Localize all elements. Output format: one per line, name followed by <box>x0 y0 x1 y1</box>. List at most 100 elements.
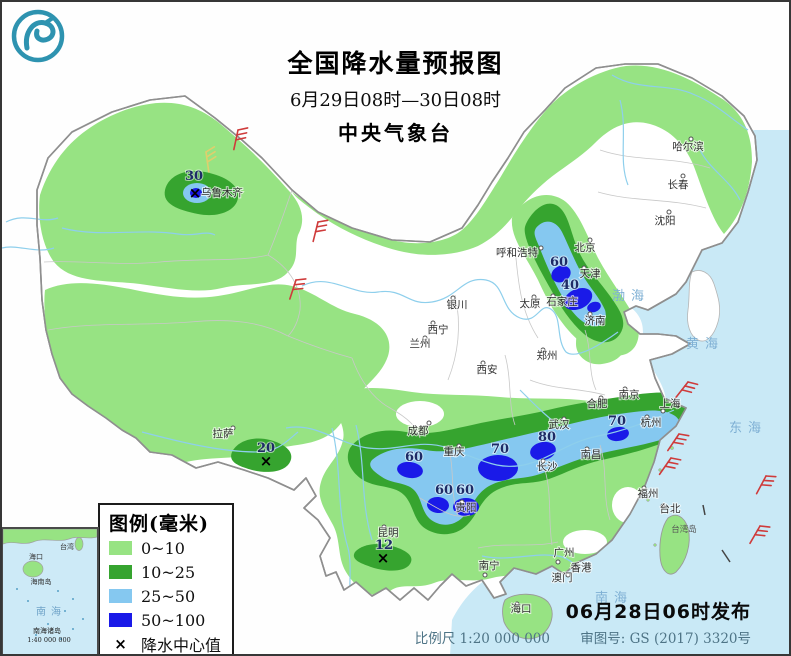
city-dot <box>584 446 590 452</box>
legend-swatch <box>109 589 132 603</box>
city-dot <box>450 295 456 301</box>
city-label: 长春 <box>668 179 689 191</box>
inset-sea <box>3 529 97 656</box>
city-label: 沈阳 <box>655 214 676 227</box>
sea-label-bohai: 渤海 <box>612 288 650 304</box>
city-label: 台北 <box>660 502 681 515</box>
city-dot <box>641 485 647 491</box>
city-label: 福州 <box>638 487 659 500</box>
city-dot <box>430 320 436 326</box>
cma-logo-swirl <box>23 20 56 51</box>
precip-value: 70 <box>608 414 626 429</box>
city-label: 北京 <box>575 241 596 254</box>
sea-label-yellow-sea: 黄海 <box>686 337 724 352</box>
city-label: 贵阳 <box>456 501 477 514</box>
inset-scale: 1:40 000 000 <box>27 636 71 644</box>
city-label: 长沙 <box>537 461 558 473</box>
precip-value: 20 <box>257 441 275 456</box>
inset-island-dots <box>16 588 84 640</box>
city-label: 银川 <box>447 298 468 311</box>
sea-label-east-china-sea: 东海 <box>729 421 767 436</box>
precip-value: 60 <box>456 483 474 498</box>
city-label: 石家庄 <box>546 295 578 308</box>
city-dot <box>550 293 556 299</box>
city-label: 杭州 <box>641 416 662 429</box>
inset-taiwan-label: 台湾 <box>60 542 74 551</box>
legend-swatch <box>109 541 132 555</box>
city-dot <box>680 173 686 179</box>
city-dot <box>514 601 520 607</box>
legend-item: 10~25 <box>109 560 232 584</box>
precip-value: 12 <box>375 538 393 553</box>
cma-logo <box>11 9 65 63</box>
city-dot <box>688 136 694 142</box>
city-label: 济南 <box>585 314 606 327</box>
city-dot <box>480 360 486 366</box>
precip-value: 30 <box>185 169 203 184</box>
inset-caption: 南海诸岛 <box>33 626 61 635</box>
legend-marker-row: × 降水中心值 <box>109 632 232 656</box>
legend-item: 0~10 <box>109 536 232 560</box>
scale-row: 比例尺 1:20 000 000 审图号: GS (2017) 3320号 <box>415 627 751 647</box>
legend-range-label: 10~25 <box>141 562 196 582</box>
city-label: 合肥 <box>587 397 608 410</box>
city-label: 重庆 <box>444 445 465 458</box>
city-label: 昆明 <box>378 527 399 539</box>
city-label: 广州 <box>554 547 575 559</box>
city-dot <box>555 559 561 565</box>
taiwan-island <box>659 514 690 575</box>
city-label: 天津 <box>580 268 601 280</box>
city-label: 乌鲁木齐 <box>201 186 243 199</box>
city-dot <box>660 503 666 509</box>
precip-center-mark: × <box>189 184 202 202</box>
precip-value: 60 <box>550 255 568 270</box>
taiwan-island-label: 台湾岛 <box>671 524 697 535</box>
city-dot <box>644 414 650 420</box>
inset-hainan <box>22 560 44 578</box>
city-label: 兰州 <box>410 337 431 350</box>
footer: 06月28日06时发布 比例尺 1:20 000 000 审图号: GS (20… <box>415 597 751 647</box>
city-label: 武汉 <box>549 418 570 431</box>
inset-hainan-label: 海南岛 <box>31 577 52 586</box>
inset-taiwan <box>74 537 84 551</box>
inset-haikou-label: 海口 <box>29 552 43 561</box>
city-dot <box>598 395 604 401</box>
city-dot <box>456 443 462 449</box>
legend-swatch <box>109 613 132 627</box>
legend-marker-label: 降水中心值 <box>141 636 222 655</box>
precip-value: 60 <box>405 450 423 465</box>
cma-logo-beak <box>43 16 55 25</box>
inset-sea-label: 南海 <box>36 605 66 618</box>
city-label: 南京 <box>619 388 640 401</box>
legend: 图例(毫米) 0~10 10~25 25~50 50~100 × 降水中心值 <box>98 503 234 656</box>
city-dot <box>622 386 628 392</box>
city-dot <box>482 572 488 578</box>
city-dot <box>666 209 672 215</box>
precip-center-mark: × <box>377 549 390 567</box>
city-dot <box>660 408 666 414</box>
city-dot <box>531 294 537 300</box>
city-dot <box>426 420 432 426</box>
city-dot <box>422 335 428 341</box>
city-label: 成都 <box>408 425 429 437</box>
legend-swatch <box>109 565 132 579</box>
city-label: 海口 <box>511 602 532 615</box>
precip-center-icon: × <box>114 635 127 653</box>
city-dot <box>581 265 587 271</box>
city-label: 西安 <box>477 363 498 376</box>
city-label: 南昌 <box>581 448 602 461</box>
sea-labels: 渤海 黄海 东海 南海 台湾岛 <box>595 288 767 606</box>
precip-value: 70 <box>491 442 509 457</box>
precip-value: 40 <box>561 278 579 293</box>
precip-value: 80 <box>538 430 556 445</box>
korea-peninsula <box>687 270 721 342</box>
city-label: 呼和浩特 <box>496 247 538 259</box>
city-dot <box>572 564 578 570</box>
sea-label-south-china-sea: 南海 <box>595 590 633 606</box>
rivers <box>1 74 749 600</box>
city-label: 拉萨 <box>213 427 234 440</box>
precip-center-mark: × <box>260 452 273 470</box>
